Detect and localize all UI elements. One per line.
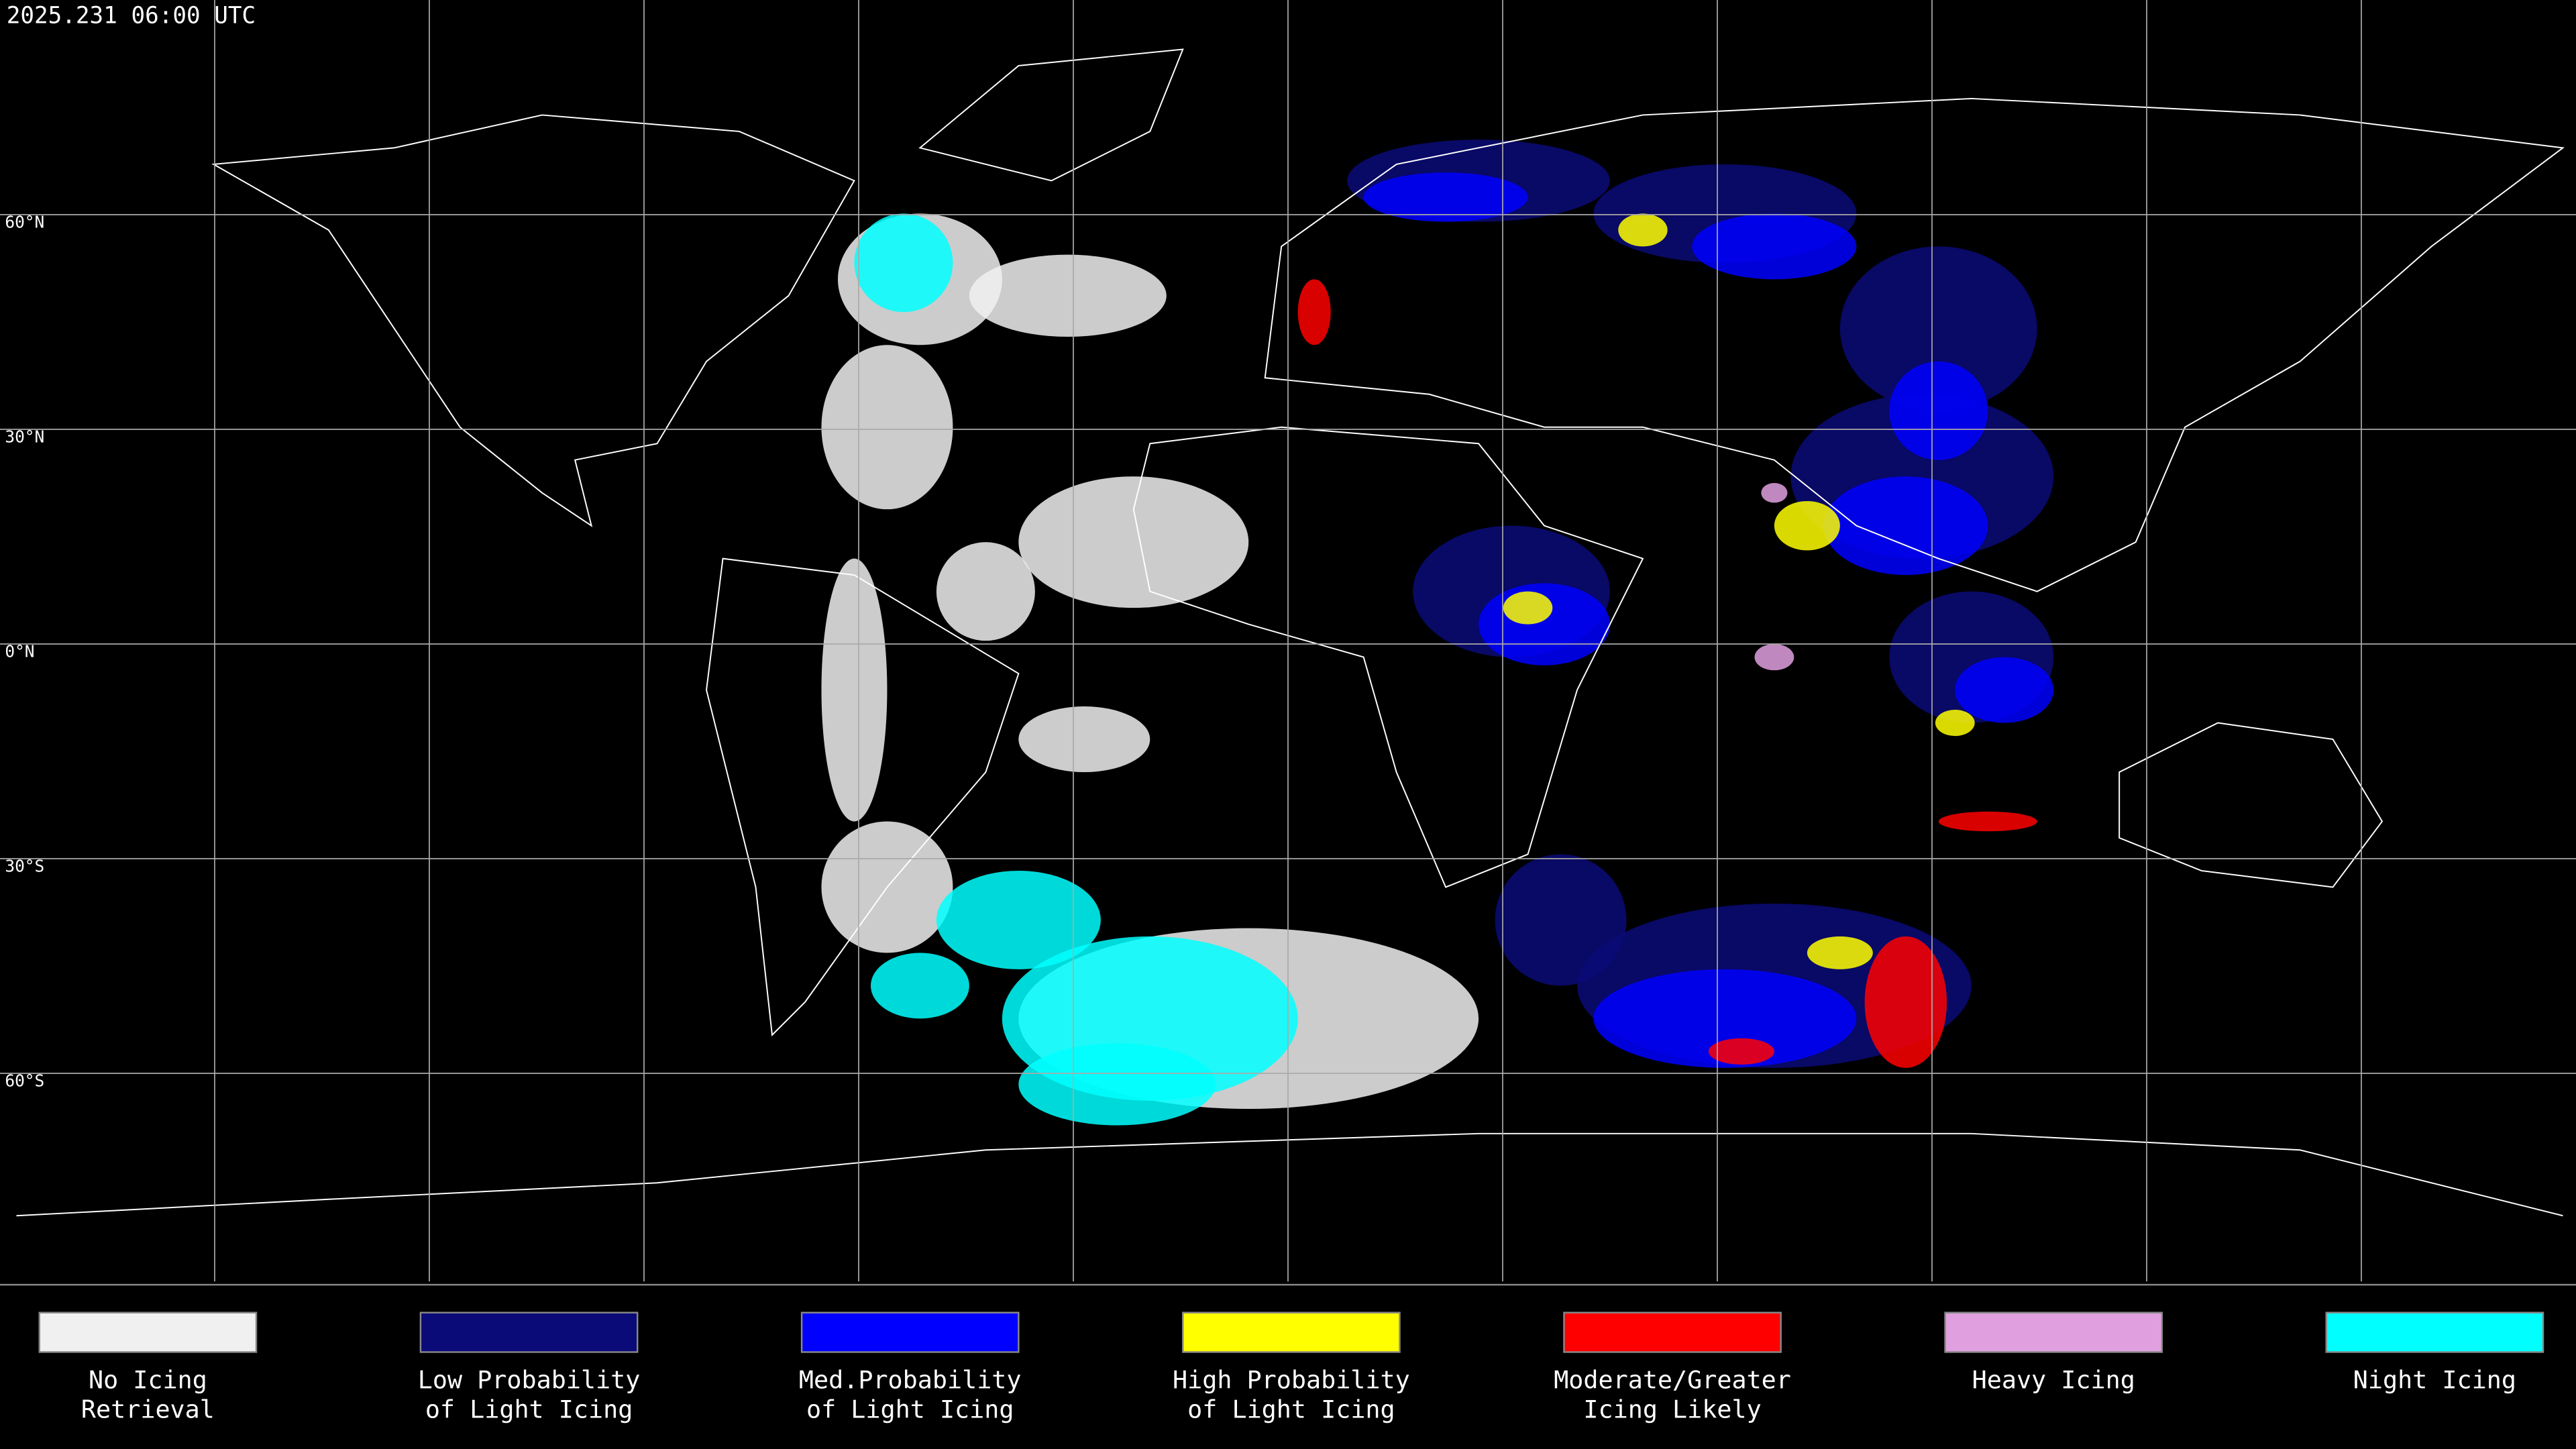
cloud-region bbox=[1938, 811, 2037, 832]
cloud-region bbox=[1495, 854, 1627, 986]
latitude-label: 30°N bbox=[5, 427, 44, 447]
cloud-region bbox=[969, 254, 1167, 337]
cloud-region bbox=[1018, 476, 1249, 608]
cloud-region bbox=[1839, 246, 2037, 411]
legend-label: of Light Icing bbox=[1187, 1395, 1395, 1424]
coastlines bbox=[16, 48, 2565, 1217]
cloud-region bbox=[1761, 483, 1788, 503]
cloud-region bbox=[1503, 591, 1553, 625]
cloud-region bbox=[1864, 936, 1947, 1068]
legend-label: Moderate/Greater bbox=[1554, 1365, 1791, 1394]
cloud-region bbox=[1018, 1043, 1216, 1126]
cloud-region bbox=[821, 558, 888, 822]
cloud-region bbox=[1955, 657, 2054, 723]
cloud-region bbox=[1754, 644, 1794, 671]
cloud-region bbox=[1618, 213, 1668, 247]
latitude-label: 60°N bbox=[5, 213, 44, 232]
cloud-region bbox=[1363, 172, 1528, 222]
coastline bbox=[2118, 722, 2383, 888]
latitude-label: 0°N bbox=[5, 642, 34, 661]
latitude-label: 60°S bbox=[5, 1071, 44, 1091]
cloud-region bbox=[936, 870, 1101, 969]
legend-swatch bbox=[800, 1311, 1020, 1353]
coastline bbox=[1132, 426, 1644, 888]
cloud-region bbox=[870, 953, 969, 1019]
legend-swatch bbox=[1182, 1311, 1401, 1353]
cloud-region bbox=[1479, 583, 1610, 665]
coastline bbox=[918, 48, 1184, 182]
legend-swatch bbox=[38, 1311, 258, 1353]
legend-label: Retrieval bbox=[81, 1395, 215, 1424]
timestamp: 2025.231 06:00 UTC bbox=[7, 2, 256, 29]
cloud-region bbox=[1889, 361, 1988, 460]
graticule: 60°N 30°N 0°N 30°S 60°S bbox=[0, 0, 2576, 1282]
cloud-region bbox=[1935, 709, 1975, 737]
legend-swatch bbox=[1944, 1311, 2163, 1353]
cloud-region bbox=[1297, 279, 1331, 345]
legend-swatch bbox=[1563, 1311, 1782, 1353]
legend-label: Heavy Icing bbox=[1972, 1365, 2135, 1394]
cloud-region bbox=[821, 345, 953, 510]
coastline bbox=[706, 557, 1020, 1036]
legend-swatch bbox=[419, 1311, 639, 1353]
coastline bbox=[1264, 97, 2565, 592]
legend-label: No Icing bbox=[89, 1365, 207, 1394]
cloud-region bbox=[1593, 969, 1857, 1068]
cloud-region bbox=[1708, 1038, 1774, 1065]
cloud-layer bbox=[821, 140, 2054, 1126]
cloud-region bbox=[936, 542, 1035, 641]
legend-label: High Probability bbox=[1173, 1365, 1410, 1394]
legend-label: Icing Likely bbox=[1583, 1395, 1761, 1424]
cloud-region bbox=[1774, 500, 1840, 551]
legend-label: Med.Probability bbox=[799, 1365, 1022, 1394]
latitude-label: 30°S bbox=[5, 857, 44, 876]
legend-label: of Light Icing bbox=[806, 1395, 1014, 1424]
coastline bbox=[16, 1132, 2563, 1217]
cloud-region bbox=[854, 213, 953, 313]
legend-label: of Light Icing bbox=[425, 1395, 633, 1424]
legend-label: Low Probability bbox=[418, 1365, 641, 1394]
cloud-region bbox=[1807, 936, 1873, 969]
cloud-region bbox=[1018, 706, 1150, 773]
legend-swatch bbox=[2325, 1311, 2544, 1353]
legend-label: Night Icing bbox=[2353, 1365, 2516, 1394]
coastline bbox=[211, 114, 855, 527]
cloud-region bbox=[1692, 213, 1857, 280]
cloud-region bbox=[1823, 476, 1988, 576]
